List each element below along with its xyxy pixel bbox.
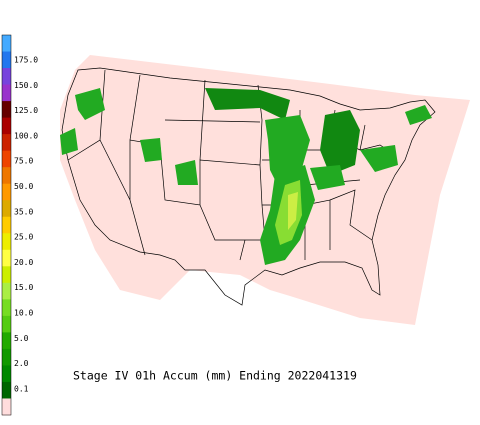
scale-band <box>2 167 11 185</box>
precip-areas <box>60 88 432 265</box>
scale-band <box>2 365 11 383</box>
scale-band <box>2 68 11 86</box>
scale-band <box>2 150 11 168</box>
scale-label: 125.0 <box>14 106 38 115</box>
scale-band <box>2 249 11 267</box>
border <box>61 67 436 306</box>
precip-area <box>320 110 360 175</box>
scale-band <box>2 348 11 366</box>
scale-band <box>2 299 11 317</box>
scale-band <box>2 381 11 399</box>
scale-label: 25.0 <box>14 233 33 242</box>
scale-label: 0.1 <box>14 384 29 393</box>
scale-label: 150.0 <box>14 81 38 90</box>
scale-band <box>2 282 11 300</box>
scale-band <box>2 398 11 416</box>
scale-band <box>2 266 11 284</box>
scale-label: 100.0 <box>14 131 38 140</box>
scale-band <box>2 200 11 218</box>
scale-label: 50.0 <box>14 182 33 191</box>
scale-label: 10.0 <box>14 309 33 318</box>
scale-band <box>2 35 11 53</box>
precip-area <box>405 105 432 125</box>
scale-label: 35.0 <box>14 207 33 216</box>
scale-label: 2.0 <box>14 359 29 368</box>
scale-label: 175.0 <box>14 56 38 65</box>
precip-area <box>360 145 398 172</box>
scale-label: 5.0 <box>14 334 29 343</box>
scale-band <box>2 216 11 234</box>
precip-area <box>310 165 345 190</box>
scale-label: 15.0 <box>14 283 33 292</box>
scale-label: 75.0 <box>14 157 33 166</box>
scale-frame <box>1 34 12 416</box>
scale-band <box>2 332 11 350</box>
precip-area <box>205 88 290 120</box>
precip-area <box>140 138 162 162</box>
scale-band <box>2 117 11 135</box>
scale-band <box>2 183 11 201</box>
color-scale: 175.0 150.0 125.0 100.0 75.0 50.0 35.0 25.0 20.0… <box>1 34 38 416</box>
map-title: Stage IV 01h Accum (mm) Ending 202204131… <box>73 369 357 383</box>
scale-band <box>2 233 11 251</box>
analysis-domain <box>60 55 470 325</box>
scale-band <box>2 84 11 102</box>
scale-band <box>2 315 11 333</box>
scale-label: 20.0 <box>14 258 33 267</box>
precip-area <box>288 192 298 230</box>
precip-area <box>175 160 198 185</box>
scale-band <box>2 51 11 69</box>
precip-area <box>60 128 78 155</box>
scale-band <box>2 134 11 152</box>
precip-area <box>75 88 105 120</box>
scale-band <box>2 101 11 119</box>
